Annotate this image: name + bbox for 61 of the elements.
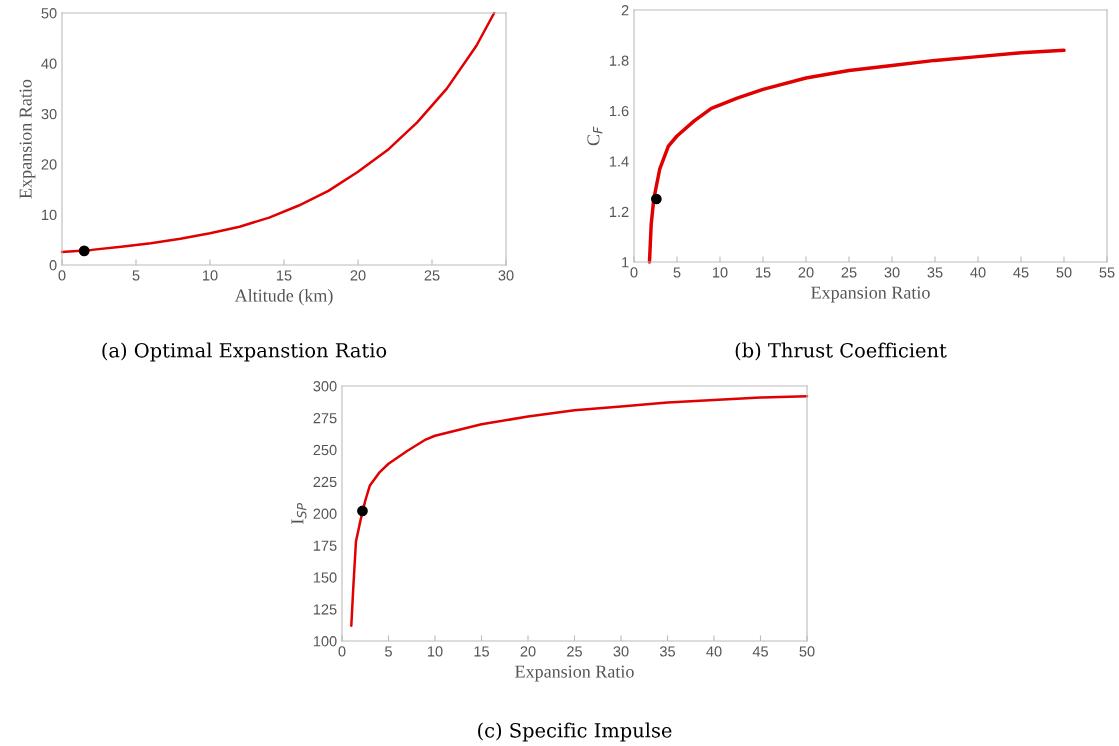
- x-tick-label: 20: [798, 267, 814, 278]
- y-tick-label: 40: [41, 58, 57, 69]
- y-tick-label: 20: [41, 159, 57, 170]
- x-tick-label: 5: [132, 270, 140, 281]
- x-tick-label: 25: [841, 267, 857, 278]
- x-tick-label: 0: [338, 646, 346, 657]
- y-tick-label: 275: [313, 412, 337, 424]
- x-tick-label: 5: [673, 267, 681, 278]
- y-tick-label: 100: [313, 636, 337, 647]
- x-axis-title: Altitude (km): [234, 289, 333, 306]
- y-tick-label: 1.8: [609, 55, 629, 66]
- x-tick-label: 35: [927, 267, 943, 278]
- text: (a) Optimal Expanstion Ratio: [102, 342, 387, 362]
- x-tick-label: 20: [350, 270, 366, 281]
- y-axis-title: C$_{F}$: [587, 126, 603, 146]
- y-tick-label: 1: [622, 257, 629, 268]
- x-tick-label: 50: [1056, 267, 1072, 278]
- x-tick-label: 45: [752, 646, 768, 657]
- y-tick-label: 1.4: [609, 156, 629, 167]
- x-tick-label: 15: [474, 646, 489, 657]
- y-tick-label: 30: [41, 108, 57, 120]
- y-tick-label: 200: [313, 508, 337, 519]
- line-series: [350, 394, 809, 627]
- x-tick-label: 10: [203, 270, 218, 281]
- x-tick-label: 55: [1099, 267, 1115, 278]
- x-tick-label: 40: [706, 646, 722, 657]
- x-tick-label: 0: [58, 270, 66, 281]
- line-series: [647, 48, 1066, 264]
- y-tick-label: 250: [313, 444, 337, 456]
- x-tick-label: 35: [659, 646, 675, 657]
- y-tick-label: 1.2: [609, 206, 629, 217]
- text: (b) Thrust Coefficient: [735, 342, 947, 361]
- x-tick-label: 15: [277, 270, 292, 281]
- y-tick-label: 1.6: [609, 105, 629, 117]
- x-tick-label: 40: [970, 267, 986, 278]
- x-tick-label: 0: [630, 267, 638, 278]
- text: (c) Specific Impulse: [478, 722, 672, 742]
- x-tick-label: 15: [756, 267, 771, 278]
- x-tick-label: 25: [567, 646, 582, 657]
- y-tick-label: 225: [313, 476, 337, 488]
- y-axis-title: I$_{SP}$: [291, 502, 307, 525]
- y-tick-label: 300: [313, 381, 337, 392]
- y-axis-title: Expansion Ratio: [19, 79, 36, 199]
- x-tick-label: 50: [799, 646, 815, 657]
- x-tick-label: 30: [498, 270, 514, 281]
- y-tick-label: 0: [49, 260, 57, 271]
- y-tick-label: 50: [41, 8, 57, 19]
- x-tick-label: 10: [428, 646, 443, 657]
- y-tick-label: 2: [621, 5, 629, 16]
- y-tick-label: 150: [313, 572, 337, 583]
- x-tick-label: 10: [713, 267, 728, 278]
- x-tick-label: 45: [1013, 267, 1029, 278]
- x-tick-label: 25: [424, 270, 440, 281]
- x-tick-label: 5: [385, 646, 392, 657]
- y-tick-label: 10: [42, 209, 57, 221]
- x-tick-label: 30: [884, 267, 900, 278]
- y-tick-label: 125: [313, 604, 337, 615]
- y-tick-label: 175: [313, 540, 337, 551]
- x-tick-label: 20: [520, 646, 536, 657]
- x-axis-title: Expansion Ratio: [811, 286, 930, 303]
- x-axis-title: Expansion Ratio: [515, 665, 634, 682]
